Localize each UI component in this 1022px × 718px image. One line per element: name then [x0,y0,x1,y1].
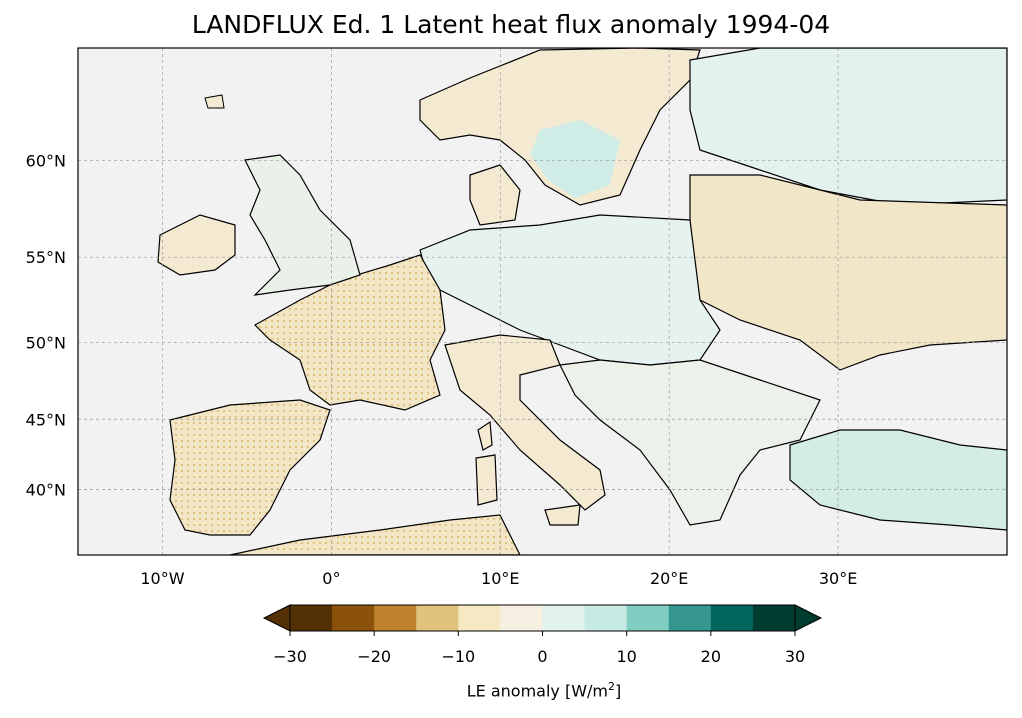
land-corsica [477,420,493,451]
land-sardinia [475,454,498,506]
colorbar-tick-label: 10 [616,647,636,666]
colorbar-tick-labels: −30 −20 −10 0 10 20 30 [273,631,805,666]
colorbar-tick-label: −30 [273,647,307,666]
colorbar-segment [752,605,796,631]
lon-tick-label: 10°W [140,569,184,588]
colorbar-segment [500,605,543,631]
lat-tick-labels: 60°N 55°N 50°N 45°N 40°N [26,152,66,500]
gridlines [78,48,1007,555]
land-north-africa [229,514,521,555]
colorbar-tick-label: 0 [537,647,547,666]
colorbar-segment [416,605,459,631]
colorbar-label-close: ] [615,681,622,701]
lat-tick-label: 50°N [26,333,66,352]
colorbar-segment [290,605,333,631]
lat-tick-label: 45°N [26,410,66,429]
colorbar-tick-label: 20 [701,647,721,666]
land-iberia [169,399,331,536]
lon-tick-label: 20°E [650,569,688,588]
colorbar-segment [584,605,628,631]
lon-tick-labels: 10°W 0° 10°E 20°E 30°E [140,569,857,588]
land-sweden-moist [530,120,620,198]
colorbar-extend-low [262,604,291,632]
colorbar-segment [374,605,417,631]
colorbar-segment [668,605,712,631]
colorbar-segment [542,605,586,631]
colorbar-label-text: LE anomaly [W/m [466,681,609,701]
land-sicily [544,504,581,526]
colorbar-tick-label: 30 [785,647,805,666]
colorbar-segment [626,605,670,631]
land-balkans [559,359,821,526]
colorbar-label: LE anomaly [W/m2] [0,680,1022,700]
colorbar-tick-label: −20 [357,647,391,666]
land-turkey [789,429,1007,531]
land-ireland [157,214,236,276]
colorbar-segment [332,605,375,631]
lon-tick-label: 0° [322,569,340,588]
lat-tick-label: 60°N [26,152,66,171]
lat-tick-label: 40°N [26,481,66,500]
land-france [254,254,446,411]
map-title: LANDFLUX Ed. 1 Latent heat flux anomaly … [191,10,831,39]
lon-tick-label: 10°E [481,569,519,588]
colorbar-segment [458,605,501,631]
colorbar-segment [710,605,754,631]
colorbar-label-superscript: 2 [608,680,616,693]
colorbar-tick-label: −10 [441,647,475,666]
land-areas [157,48,1007,555]
colorbar [262,604,823,632]
land-island-north [204,94,225,109]
map-frame [77,47,1008,556]
lon-tick-label: 30°E [819,569,857,588]
lat-tick-label: 55°N [26,248,66,267]
colorbar-extend-high [794,604,823,632]
